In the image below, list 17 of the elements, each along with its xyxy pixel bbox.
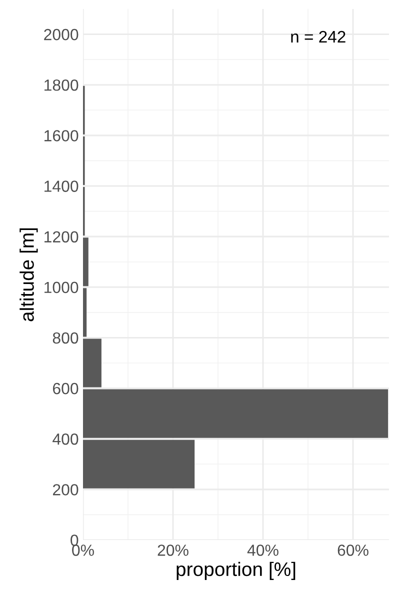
y-tick-label: 600 bbox=[53, 382, 78, 394]
y-tick-label: 1600 bbox=[44, 130, 78, 142]
y-tick-label: 400 bbox=[52, 433, 78, 445]
y-tick-label: 1000 bbox=[44, 282, 78, 294]
x-tick-label: 40% bbox=[247, 544, 278, 556]
y-tick-label: 1200 bbox=[44, 231, 78, 243]
y-tick-label: 2000 bbox=[44, 28, 78, 40]
x-tick-label: 60% bbox=[338, 544, 368, 556]
x-tick-label: 0% bbox=[72, 544, 94, 556]
annotation: n = 242 bbox=[291, 30, 346, 43]
y-tick-label: 800 bbox=[52, 332, 78, 344]
y-tick-label: 1400 bbox=[44, 180, 78, 192]
y-tick-label: 1800 bbox=[44, 79, 78, 91]
x-tick-label: 20% bbox=[158, 544, 188, 556]
y-tick-label: 200 bbox=[52, 484, 78, 496]
y-axis-title: altitude [m] bbox=[20, 228, 38, 322]
x-axis-title: proportion [%] bbox=[176, 562, 296, 580]
